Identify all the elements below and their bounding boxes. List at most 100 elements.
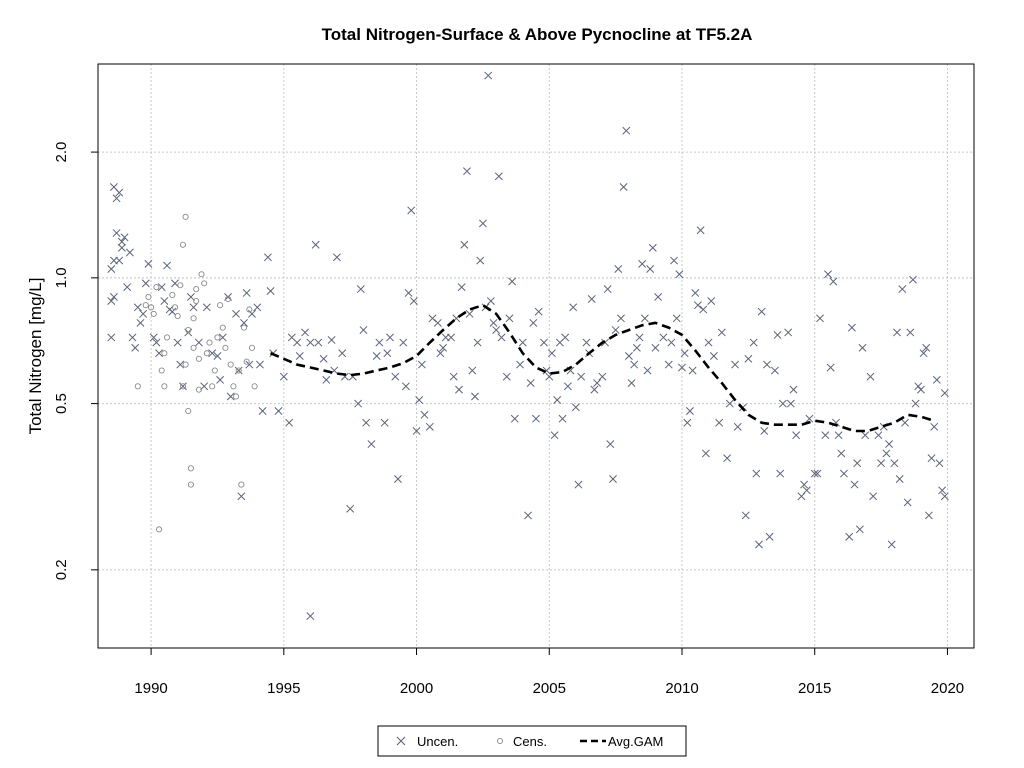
censored-point — [198, 271, 205, 278]
uncensored-point — [226, 392, 235, 401]
uncensored-point — [561, 333, 570, 342]
uncensored-point — [258, 407, 267, 415]
uncensored-point — [338, 349, 347, 358]
uncensored-point — [173, 338, 182, 347]
censored-point — [240, 324, 248, 331]
uncensored-point — [346, 504, 355, 513]
uncensored-point — [699, 305, 708, 314]
uncensored-point — [606, 440, 615, 449]
uncensored-point — [463, 167, 471, 176]
uncensored-point — [701, 449, 710, 458]
censored-point — [225, 295, 232, 303]
censored-point — [195, 386, 202, 393]
uncensored-point — [362, 418, 371, 427]
uncensored-point — [253, 303, 262, 312]
uncensored-point — [744, 354, 753, 363]
uncensored-point — [688, 366, 697, 375]
uncensored-point — [786, 399, 795, 408]
uncensored-point — [901, 418, 909, 427]
uncensored-point — [890, 459, 899, 468]
censored-point — [203, 350, 210, 357]
uncensored-point — [563, 382, 572, 391]
uncensored-point — [327, 336, 336, 344]
uncensored-point — [383, 349, 392, 358]
uncensored-point — [367, 440, 376, 449]
uncensored-point — [630, 360, 639, 369]
uncensored-point — [120, 233, 129, 242]
uncensored-point — [792, 431, 801, 440]
uncensored-point — [651, 343, 660, 352]
uncensored-point — [723, 454, 732, 463]
uncensored-point — [234, 366, 243, 375]
uncensored-point — [829, 277, 838, 286]
uncensored-point — [717, 328, 726, 337]
x-tick-label: 2020 — [931, 680, 964, 697]
uncensored-point — [760, 427, 769, 435]
uncensored-point — [139, 309, 148, 318]
uncensored-point — [696, 226, 705, 235]
axes: 1990 1995 2000 2005 2010 2015 2020 0.2 0.5 1.0 2.0 — [53, 142, 964, 697]
uncensored-point — [924, 511, 933, 520]
x-tick-label: 1995 — [267, 680, 300, 697]
uncensored-point — [627, 379, 636, 387]
uncensored-point — [885, 440, 894, 449]
uncensored-point — [932, 375, 941, 384]
uncensored-point — [837, 449, 846, 458]
x-tick-label: 2005 — [533, 680, 566, 697]
uncensored-point — [733, 422, 742, 431]
avg-gam-line — [269, 303, 935, 433]
uncensored-point — [401, 382, 410, 391]
uncensored-point — [839, 469, 848, 478]
uncensored-point — [518, 338, 527, 347]
uncensored-point — [465, 309, 474, 318]
uncensored-point — [460, 240, 469, 249]
censored-point — [246, 306, 253, 313]
censored-point — [187, 465, 194, 472]
uncensored-point — [853, 459, 862, 468]
uncensored-point — [502, 372, 511, 381]
uncensored-point — [492, 326, 501, 334]
uncensored-point — [478, 219, 487, 228]
uncensored-point — [916, 385, 925, 394]
uncensored-point — [672, 314, 681, 323]
uncensored-point — [582, 338, 591, 347]
uncensored-point — [306, 338, 315, 347]
uncensored-point — [117, 243, 126, 252]
censored-point — [201, 280, 208, 287]
uncensored-point — [524, 511, 532, 520]
uncensored-point — [635, 333, 644, 342]
censored-point — [248, 344, 256, 351]
uncensored-point — [420, 410, 429, 419]
censored-point — [193, 286, 200, 293]
uncensored-point — [356, 285, 365, 294]
uncensored-point — [866, 372, 875, 381]
censored-point — [217, 302, 224, 309]
uncensored-point — [784, 328, 793, 337]
uncensored-point — [940, 492, 949, 501]
uncensored-point — [133, 303, 142, 312]
uncensored-point — [141, 279, 150, 288]
uncensored-point — [776, 469, 785, 478]
uncensored-point — [707, 297, 716, 305]
uncensored-point — [494, 172, 503, 181]
uncensored-point — [659, 333, 668, 342]
uncensored-point — [542, 366, 551, 375]
uncensored-point — [675, 270, 684, 279]
censored-point — [235, 367, 242, 374]
censored-point — [161, 383, 168, 390]
uncensored-point — [497, 333, 506, 342]
uncensored-point — [534, 307, 543, 316]
uncensored-point — [927, 454, 936, 463]
uncensored-point — [624, 352, 633, 360]
censored-point — [182, 361, 189, 368]
censored-point — [161, 350, 168, 357]
uncensored-point — [245, 360, 254, 369]
uncensored-point — [731, 360, 740, 369]
uncensored-point — [163, 261, 171, 270]
censored-point — [182, 213, 189, 220]
uncensored-point — [436, 349, 445, 358]
uncensored-point — [208, 349, 217, 358]
x-tick-label: 2000 — [400, 680, 433, 697]
y-tick-label: 0.5 — [53, 393, 70, 414]
